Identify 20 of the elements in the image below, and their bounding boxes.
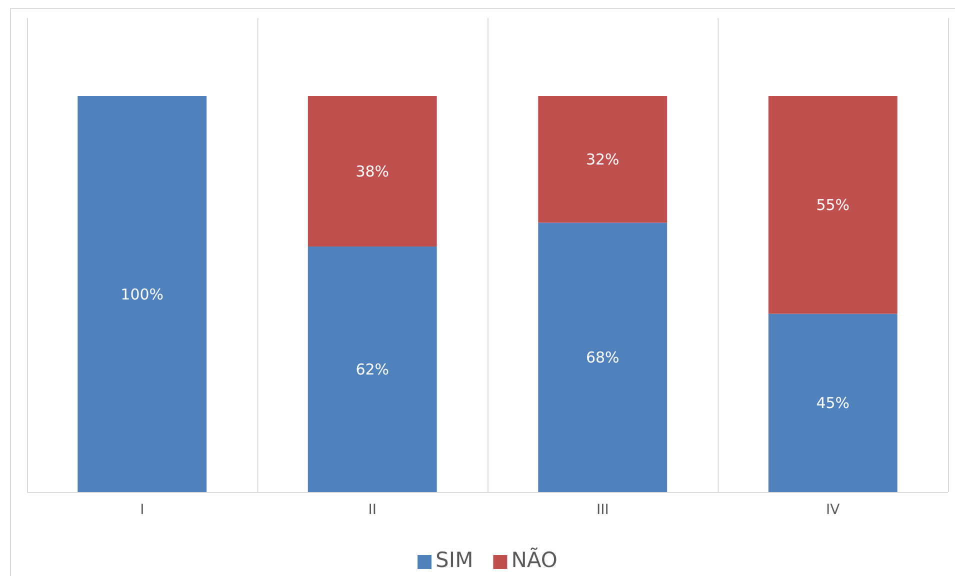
x-tick-label: II: [368, 502, 377, 518]
bar: [538, 96, 668, 223]
data-label: 32%: [586, 150, 620, 169]
data-label: 100%: [120, 285, 164, 304]
legend-label: NÃO: [511, 547, 558, 572]
data-label: 68%: [586, 348, 620, 367]
x-tick-label: III: [596, 502, 609, 518]
data-label: 55%: [816, 196, 850, 214]
x-tick-label: I: [140, 502, 144, 518]
legend-label: SIM: [436, 548, 474, 572]
data-label: 38%: [356, 162, 390, 180]
bar: [78, 96, 207, 492]
x-tick-label: IV: [826, 502, 840, 518]
bar: [538, 222, 668, 492]
bar: [768, 314, 898, 492]
data-label: 62%: [356, 360, 390, 378]
data-label: 45%: [816, 394, 850, 412]
bar: [308, 246, 437, 492]
bar: [308, 96, 437, 246]
bar: [768, 96, 898, 314]
